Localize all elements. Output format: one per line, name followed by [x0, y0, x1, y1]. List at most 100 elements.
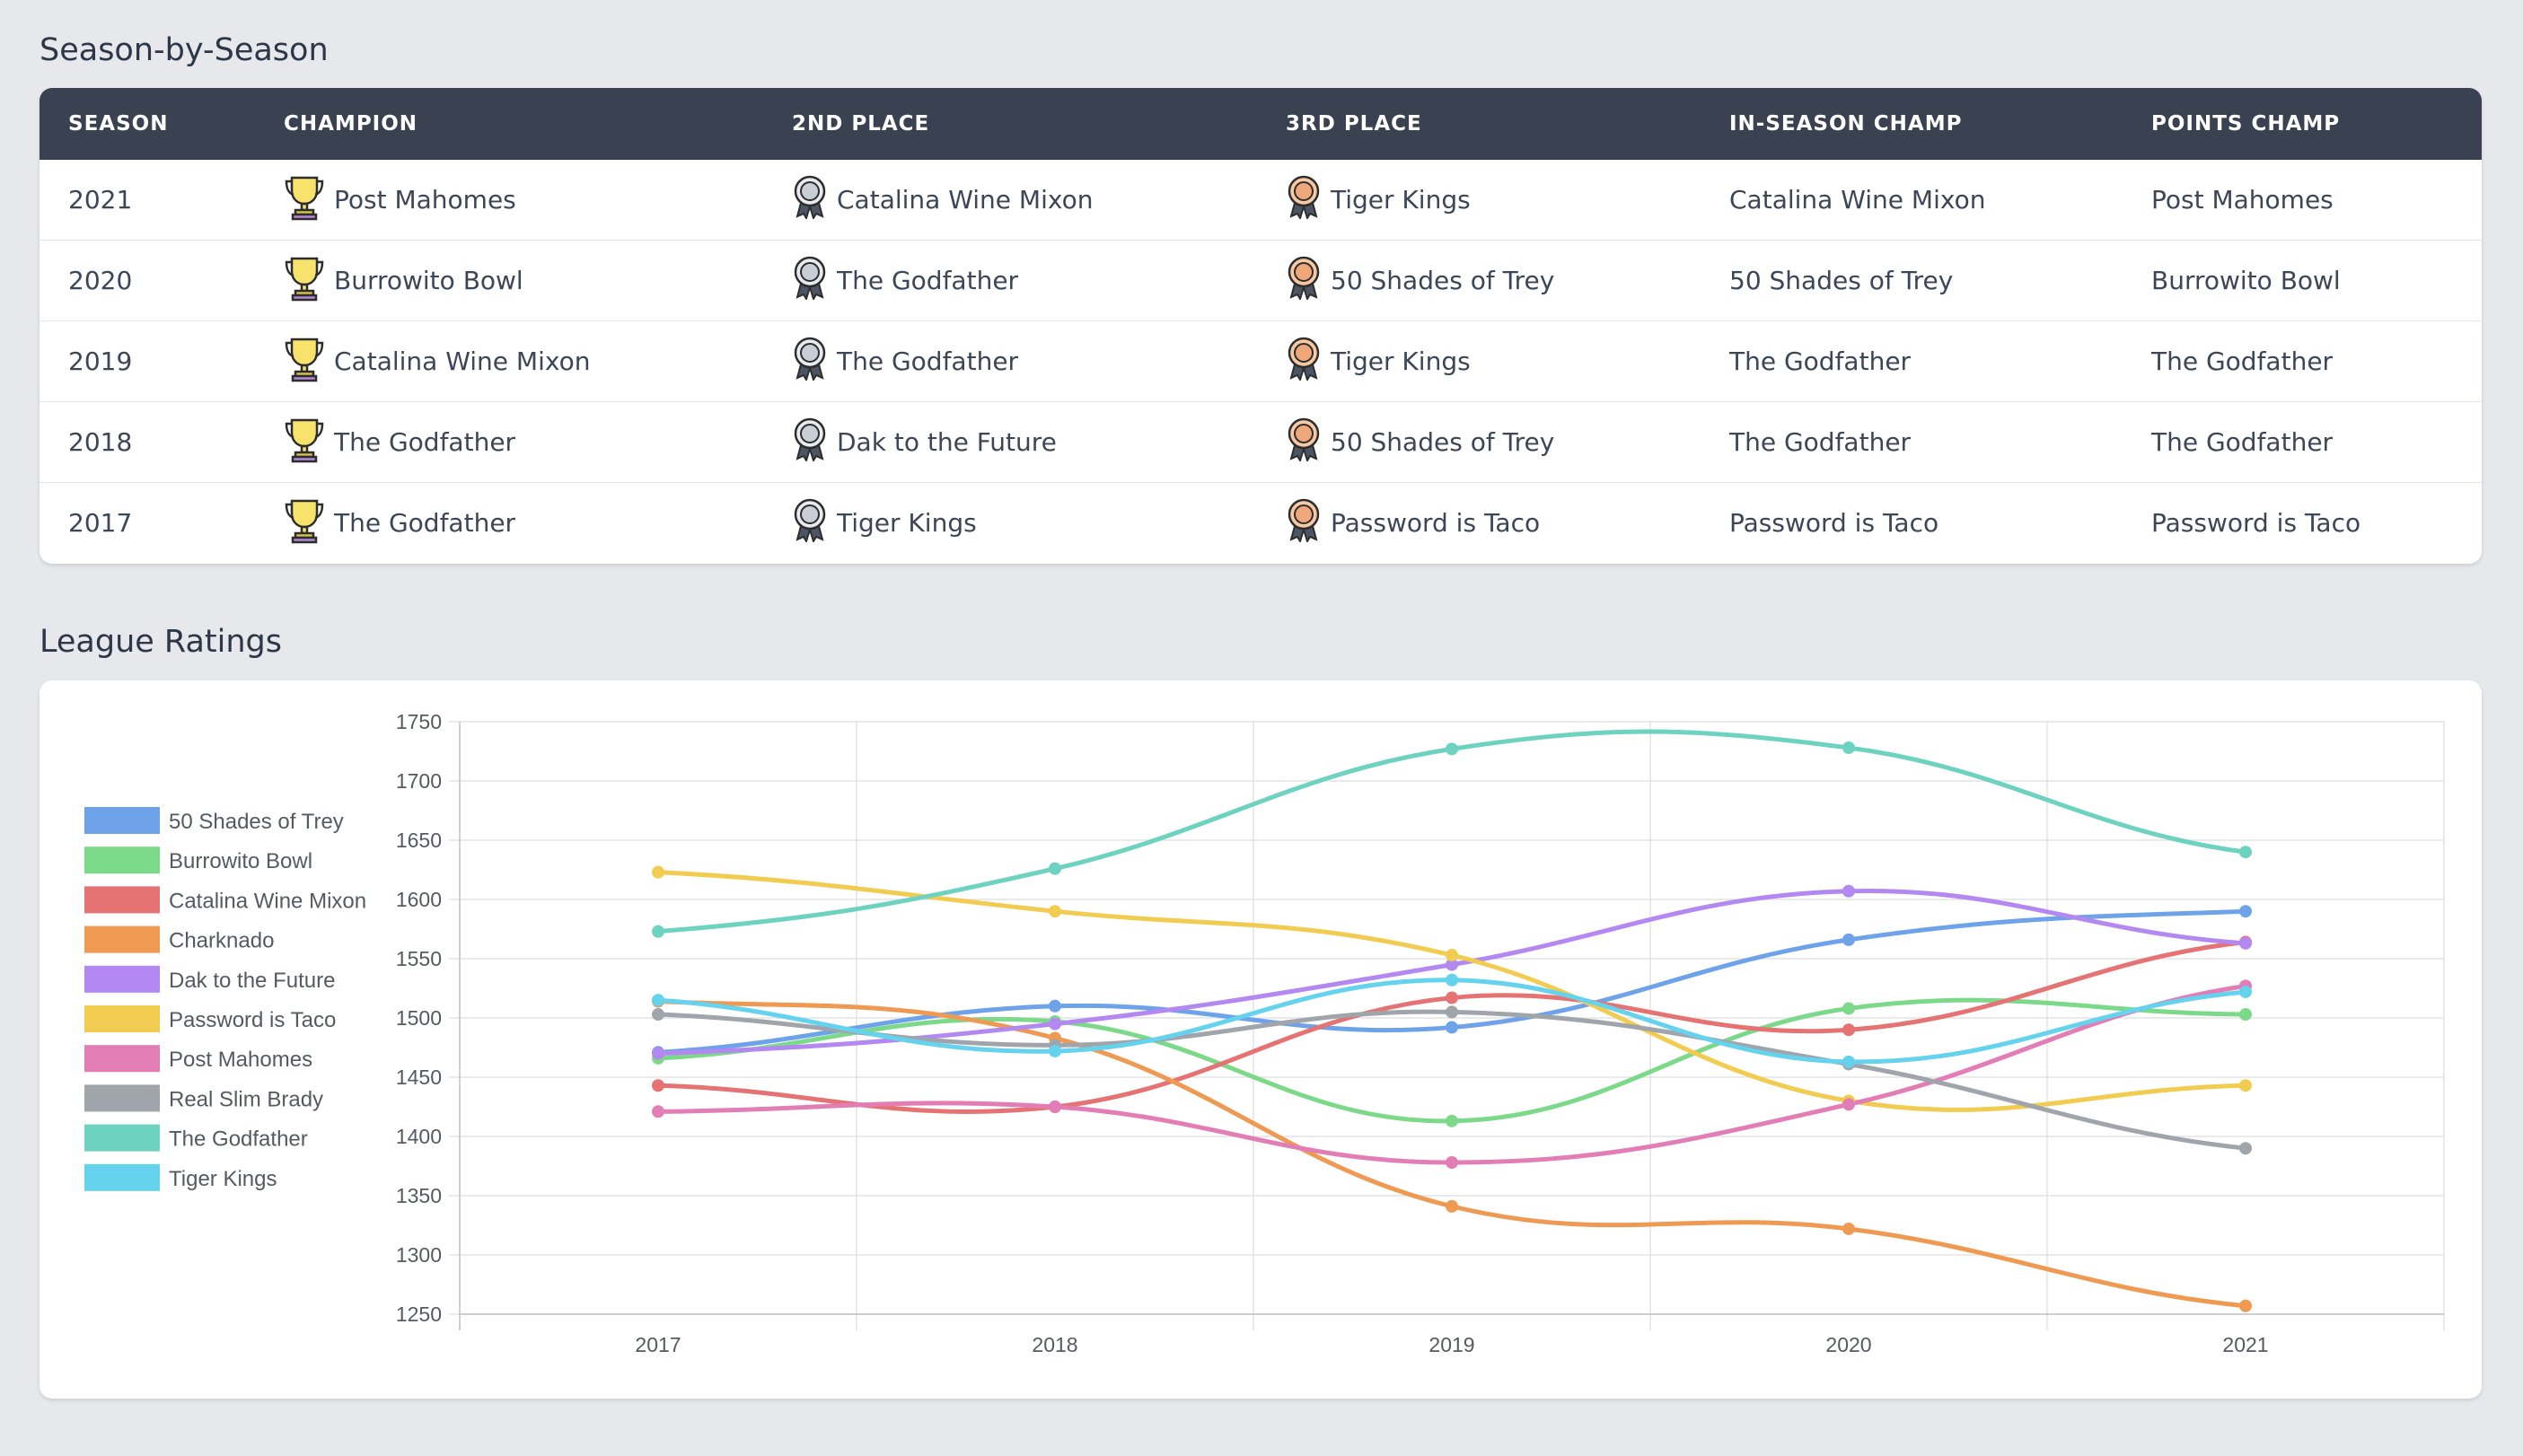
data-point-4-0[interactable]	[652, 1047, 664, 1060]
series-line-5[interactable]	[655, 870, 2248, 1112]
season-table-card: SEASON CHAMPION 2ND PLACE 3RD PLACE IN-S…	[40, 88, 2482, 564]
silver-medal-icon	[792, 174, 828, 225]
in-season-champ-cell: The Godfather	[1729, 320, 2151, 402]
series-line-3[interactable]	[655, 999, 2248, 1309]
in-season-champ-cell: 50 Shades of Trey	[1729, 240, 2151, 321]
column-header-points-champ[interactable]: POINTS CHAMP	[2151, 112, 2341, 136]
data-point-7-2[interactable]	[1446, 1005, 1458, 1019]
data-point-7-0[interactable]	[652, 1008, 664, 1022]
data-point-2-3[interactable]	[1842, 1023, 1855, 1037]
data-point-1-2[interactable]	[1446, 1114, 1458, 1127]
second-place-cell: The Godfather	[792, 320, 1286, 402]
legend-swatch	[84, 1005, 160, 1032]
table-row[interactable]: 2018 The Godfather Dak to the Future 50 Sha…	[40, 401, 2482, 483]
legend-item[interactable]: Charknado	[84, 925, 274, 953]
data-point-3-3[interactable]	[1842, 1222, 1855, 1235]
data-point-5-0[interactable]	[652, 865, 664, 879]
legend-label: The Godfather	[169, 1127, 308, 1152]
legend-item[interactable]: Burrowito Bowl	[84, 846, 312, 874]
data-point-0-2[interactable]	[1446, 1021, 1458, 1034]
legend-item[interactable]: Real Slim Brady	[84, 1084, 323, 1112]
points-champ-cell: The Godfather	[2151, 401, 2482, 483]
data-point-0-1[interactable]	[1049, 999, 1061, 1013]
column-header-season[interactable]: SEASON	[68, 112, 169, 136]
second-place-cell: Tiger Kings	[792, 482, 1286, 563]
legend-item[interactable]: The Godfather	[84, 1124, 308, 1152]
y-tick-label: 1400	[396, 1125, 442, 1148]
data-point-9-4[interactable]	[2239, 985, 2252, 998]
chart-points	[652, 741, 2252, 1312]
data-point-9-3[interactable]	[1842, 1055, 1855, 1068]
data-point-5-1[interactable]	[1049, 905, 1061, 918]
champion-name: The Godfather	[334, 427, 516, 457]
legend-item[interactable]: Dak to the Future	[84, 965, 335, 993]
series-line-8[interactable]	[655, 729, 2248, 934]
data-point-1-3[interactable]	[1842, 1002, 1855, 1015]
data-point-8-2[interactable]	[1446, 742, 1458, 756]
x-tick-label: 2018	[1032, 1333, 1077, 1356]
table-row[interactable]: 2019 Catalina Wine Mixon The Godfather Tige…	[40, 320, 2482, 402]
legend-item[interactable]: Catalina Wine Mixon	[84, 886, 366, 914]
column-header-in-season-champ[interactable]: IN-SEASON CHAMP	[1729, 112, 1963, 136]
y-tick-label: 1300	[396, 1243, 442, 1267]
legend-swatch	[84, 1124, 160, 1152]
legend-item[interactable]: 50 Shades of Trey	[84, 807, 344, 834]
data-point-4-3[interactable]	[1842, 884, 1855, 898]
data-point-9-1[interactable]	[1049, 1044, 1061, 1057]
season-cell: 2018	[40, 401, 284, 483]
x-tick-label: 2017	[635, 1333, 681, 1356]
third-place-cell: Tiger Kings	[1286, 320, 1729, 402]
trophy-icon	[284, 253, 325, 308]
champion-cell: The Godfather	[284, 401, 792, 483]
data-point-3-4[interactable]	[2239, 1299, 2252, 1312]
legend-swatch	[84, 1045, 160, 1073]
data-point-7-4[interactable]	[2239, 1142, 2252, 1155]
data-point-3-2[interactable]	[1446, 1199, 1458, 1213]
second-place-cell: The Godfather	[792, 240, 1286, 321]
data-point-9-2[interactable]	[1446, 973, 1458, 987]
second-place-name: Dak to the Future	[837, 427, 1057, 457]
x-tick-label: 2019	[1429, 1333, 1474, 1356]
legend-swatch	[84, 886, 160, 914]
legend-label: Catalina Wine Mixon	[169, 889, 366, 913]
y-tick-label: 1650	[396, 829, 442, 852]
data-point-5-4[interactable]	[2239, 1079, 2252, 1092]
data-point-9-0[interactable]	[652, 994, 664, 1007]
data-point-6-0[interactable]	[652, 1105, 664, 1118]
data-point-4-4[interactable]	[2239, 936, 2252, 950]
column-header-champion[interactable]: CHAMPION	[284, 112, 418, 136]
data-point-6-1[interactable]	[1049, 1101, 1061, 1113]
data-point-6-3[interactable]	[1842, 1098, 1855, 1111]
legend-label: Dak to the Future	[169, 969, 335, 993]
data-point-4-1[interactable]	[1049, 1017, 1061, 1031]
second-place-cell: Catalina Wine Mixon	[792, 160, 1286, 241]
data-point-2-2[interactable]	[1446, 991, 1458, 1004]
column-header-3rd-place[interactable]: 3RD PLACE	[1286, 112, 1422, 136]
legend-item[interactable]: Password is Taco	[84, 1005, 336, 1032]
table-row[interactable]: 2020 Burrowito Bowl The Godfather 50 Shades…	[40, 240, 2482, 321]
data-point-5-2[interactable]	[1446, 949, 1458, 962]
silver-medal-icon	[792, 336, 828, 387]
legend-item[interactable]: Post Mahomes	[84, 1045, 312, 1073]
table-row[interactable]: 2021 Post Mahomes Catalina Wine Mixon Tiger…	[40, 160, 2482, 241]
data-point-8-0[interactable]	[652, 925, 664, 938]
x-tick-label: 2020	[1825, 1333, 1871, 1356]
legend-label: Burrowito Bowl	[169, 849, 312, 873]
silver-medal-icon	[792, 255, 828, 306]
legend-swatch	[84, 1084, 160, 1112]
data-point-8-1[interactable]	[1049, 862, 1061, 875]
bronze-medal-icon	[1286, 174, 1322, 225]
table-row[interactable]: 2017 The Godfather Tiger Kings Password is …	[40, 482, 2482, 563]
data-point-8-4[interactable]	[2239, 846, 2252, 859]
data-point-6-2[interactable]	[1446, 1156, 1458, 1170]
third-place-cell: Tiger Kings	[1286, 160, 1729, 241]
data-point-8-3[interactable]	[1842, 741, 1855, 755]
data-point-1-4[interactable]	[2239, 1008, 2252, 1022]
y-tick-label: 1750	[396, 710, 442, 733]
column-header-2nd-place[interactable]: 2ND PLACE	[792, 112, 930, 136]
data-point-2-0[interactable]	[652, 1079, 664, 1092]
data-point-0-3[interactable]	[1842, 933, 1855, 946]
legend-swatch	[84, 807, 160, 834]
data-point-0-4[interactable]	[2239, 905, 2252, 918]
legend-item[interactable]: Tiger Kings	[84, 1163, 277, 1191]
